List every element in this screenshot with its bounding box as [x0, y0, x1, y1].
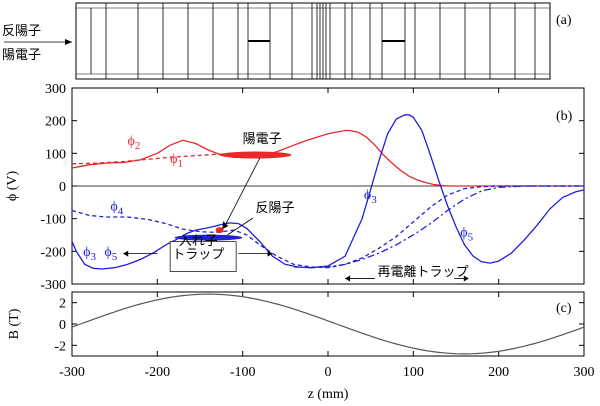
ytick-label-b: -200 — [40, 245, 66, 260]
series-line-ϕ2 — [71, 129, 584, 187]
antiproton-inlet-label: 反陽子 — [2, 23, 41, 38]
xtick-label-c: 300 — [574, 365, 595, 380]
antiproton-cloud — [174, 234, 243, 241]
recomb-trap-label: 再電離トラップ — [377, 264, 468, 279]
electrode-outer-frame — [75, 2, 551, 80]
xtick-label-c: 100 — [403, 365, 424, 380]
ytick-label-b: 300 — [45, 82, 66, 97]
series-line-ϕ5 — [293, 185, 584, 269]
antiproton-pointer-line — [227, 217, 254, 236]
positron-pointer-line — [223, 158, 261, 228]
nested-trap-label-top: 入れ子 — [179, 233, 218, 248]
xlabel-c: z (mm) — [308, 387, 349, 402]
panel-c-field-plot: -2 0 2 -300 -200 -100 0 100 200 300 B (T) z (mm) (c) — [7, 291, 595, 402]
label-phi4: ϕ4 — [110, 200, 123, 218]
xtick-label-c: -200 — [144, 365, 170, 380]
label-phi1: ϕ1 — [170, 152, 183, 170]
inner-positron-dot — [215, 227, 224, 234]
ylabel-c: B (T) — [7, 308, 22, 339]
label-phi5-right: ϕ5 — [460, 226, 473, 244]
positron-pointer-head — [222, 221, 229, 230]
series-line-ϕ3 — [71, 114, 585, 270]
panel-a-label: (a) — [556, 13, 572, 28]
nested-trap-label-bottom: トラップ — [172, 247, 224, 262]
panel-b-label: (b) — [556, 109, 573, 124]
ylabel-b: ϕ (V) — [5, 171, 20, 202]
ytick-label-c: 0 — [59, 318, 66, 333]
ytick-label-b: 100 — [45, 147, 66, 162]
ytick-label-b: -300 — [40, 278, 66, 293]
nested-trap-arrowhead-left — [123, 250, 129, 257]
recomb-arrowhead-left — [345, 275, 351, 282]
nested-trap-box — [169, 241, 237, 272]
positron-inlet-label: 陽電子 — [2, 47, 41, 62]
positron-label: 陽電子 — [243, 131, 282, 146]
inlet-arrow-head — [65, 39, 72, 45]
label-phi5-left: ϕ5 — [104, 245, 117, 263]
label-phi3-right: ϕ3 — [364, 188, 377, 206]
series-line-B — [71, 293, 585, 355]
panel-c-label: (c) — [556, 301, 572, 316]
antiproton-label: 反陽子 — [255, 200, 294, 215]
label-phi3-left: ϕ3 — [83, 245, 96, 263]
series-line-ϕ4 — [71, 185, 584, 269]
xtick-label-c: 0 — [325, 365, 332, 380]
xtick-label-c: -300 — [59, 365, 85, 380]
panel-b-potential-plot: -300 -200 -100 0 100 200 300 ϕ (V) (b) ϕ2 ϕ1 ϕ4 ϕ3 ϕ5… — [5, 82, 585, 293]
ytick-label-b: 0 — [59, 180, 66, 195]
label-phi2: ϕ2 — [127, 134, 140, 152]
ytick-label-b: -100 — [40, 213, 66, 228]
ytick-label-c: 2 — [59, 297, 66, 312]
nested-trap-arrowhead-right — [267, 250, 273, 257]
ytick-label-c: -2 — [54, 339, 66, 354]
recomb-arrowhead-right — [463, 275, 469, 282]
ytick-label-b: 200 — [45, 115, 66, 130]
positron-cloud — [219, 151, 292, 159]
xtick-label-c: 200 — [488, 365, 509, 380]
xtick-label-c: -100 — [230, 365, 256, 380]
